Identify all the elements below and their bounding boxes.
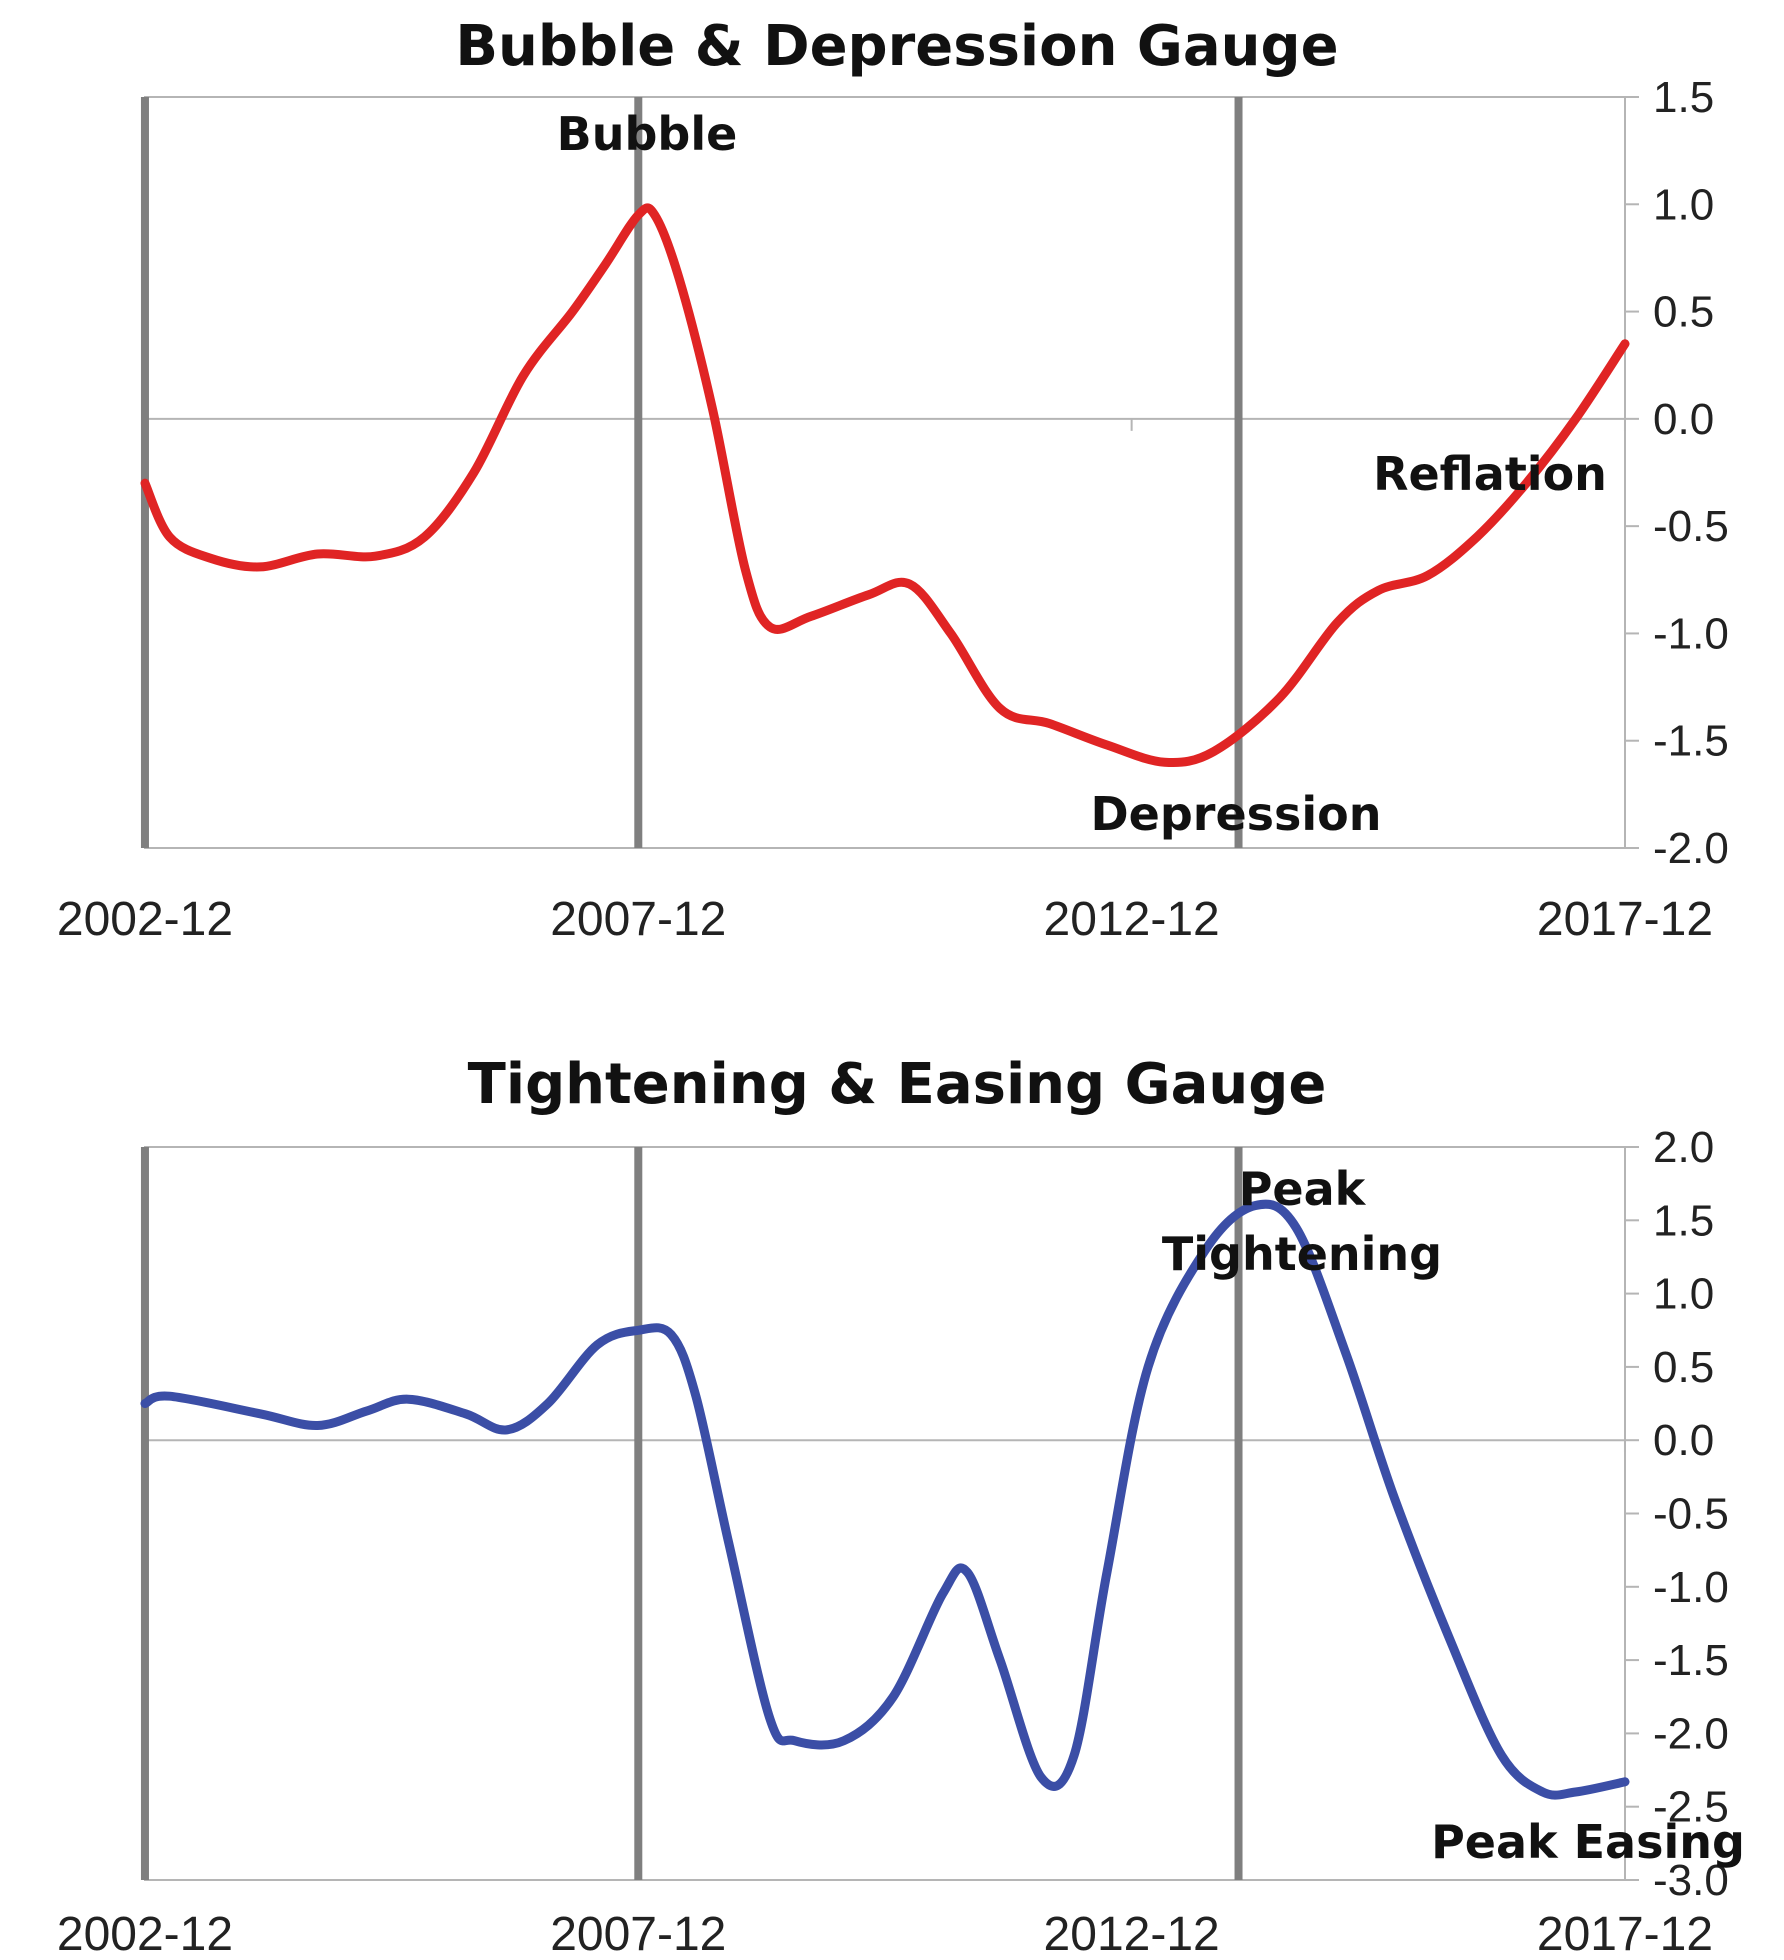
x-tick-label: 2007-12 [550,893,726,946]
y-tick-label: -2.5 [1653,1783,1729,1832]
x-tick-label: 2012-12 [1044,1908,1220,1960]
y-tick-label: -1.5 [1653,717,1729,766]
annotation-label: Peak Easing [1431,1815,1745,1869]
chart-title: Bubble & Depression Gauge [455,14,1338,79]
y-tick-label: 1.5 [1653,73,1714,122]
series-line [140,1199,1630,1800]
x-tick-label: 2012-12 [1044,893,1220,946]
x-tick-label: 2017-12 [1537,893,1713,946]
annotation-label: Reflation [1373,447,1607,501]
annotation-label: Depression [1090,787,1381,841]
y-tick-label: 1.0 [1653,180,1714,229]
y-tick-label: -3.0 [1653,1856,1729,1905]
x-tick-label: 2007-12 [550,1908,726,1960]
y-tick-label: -2.0 [1653,1709,1729,1758]
y-tick-label: 0.5 [1653,1343,1714,1392]
annotation-label: Tightening [1162,1227,1442,1281]
x-tick-label: 2002-12 [57,1908,233,1960]
y-tick-label: -0.5 [1653,502,1729,551]
x-tick-label: 2002-12 [57,893,233,946]
y-tick-label: -2.0 [1653,824,1729,873]
chart-title: Tightening & Easing Gauge [468,1052,1327,1117]
annotation-label: Peak [1239,1162,1367,1216]
y-tick-label: -1.0 [1653,609,1729,658]
y-tick-label: 0.5 [1653,288,1714,337]
y-tick-label: -1.0 [1653,1563,1729,1612]
y-tick-label: 0.0 [1653,395,1714,444]
y-tick-label: 1.0 [1653,1270,1714,1319]
annotation-label: Bubble [557,107,738,161]
y-tick-label: 1.5 [1653,1196,1714,1245]
y-tick-label: 0.0 [1653,1416,1714,1465]
y-tick-label: 2.0 [1653,1123,1714,1172]
x-tick-label: 2017-12 [1537,1908,1713,1960]
y-tick-label: -1.5 [1653,1636,1729,1685]
y-tick-label: -0.5 [1653,1490,1729,1539]
series-line [140,203,1630,767]
